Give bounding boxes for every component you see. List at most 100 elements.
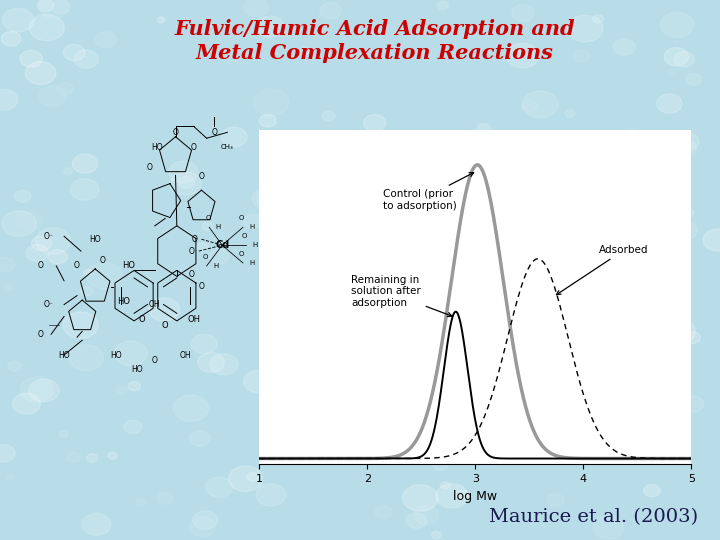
Circle shape [0, 444, 15, 462]
Circle shape [631, 350, 650, 365]
Circle shape [74, 50, 99, 68]
Circle shape [259, 194, 281, 210]
Circle shape [3, 9, 34, 32]
Circle shape [546, 433, 562, 445]
Circle shape [269, 192, 302, 216]
Circle shape [69, 345, 104, 370]
Circle shape [587, 341, 598, 349]
Text: Fulvic/Humic Acid Adsorption and
Metal Complexation Reactions: Fulvic/Humic Acid Adsorption and Metal C… [174, 19, 575, 63]
Circle shape [348, 280, 360, 289]
Circle shape [63, 44, 85, 61]
Circle shape [359, 164, 366, 170]
Text: O⁻: O⁻ [44, 232, 53, 241]
Circle shape [2, 211, 36, 237]
Circle shape [293, 400, 311, 413]
Circle shape [63, 168, 73, 174]
Circle shape [501, 421, 513, 429]
Circle shape [331, 311, 348, 324]
Text: O: O [202, 254, 208, 260]
Circle shape [197, 242, 208, 251]
Text: OH: OH [187, 315, 200, 324]
Circle shape [4, 284, 12, 290]
Circle shape [364, 249, 374, 256]
Circle shape [674, 52, 695, 67]
Text: O: O [38, 330, 44, 339]
Circle shape [602, 399, 622, 414]
Circle shape [210, 249, 229, 264]
Circle shape [124, 420, 142, 434]
Circle shape [289, 442, 300, 451]
Circle shape [243, 370, 274, 393]
Circle shape [274, 198, 300, 217]
Circle shape [12, 393, 40, 414]
Circle shape [565, 110, 575, 117]
Circle shape [14, 190, 31, 202]
Circle shape [429, 155, 437, 160]
Circle shape [52, 1, 70, 14]
Circle shape [149, 298, 179, 321]
Circle shape [640, 192, 657, 205]
Circle shape [667, 69, 676, 76]
Circle shape [665, 48, 688, 66]
Circle shape [480, 319, 515, 344]
Text: H: H [249, 260, 255, 266]
Text: O: O [191, 143, 197, 152]
Circle shape [82, 514, 111, 535]
Circle shape [382, 144, 408, 164]
Circle shape [562, 427, 595, 451]
Text: Adsorbed: Adsorbed [557, 245, 649, 295]
Circle shape [672, 139, 696, 158]
Circle shape [441, 482, 450, 489]
Circle shape [0, 257, 14, 272]
Circle shape [477, 440, 510, 465]
Circle shape [573, 50, 590, 62]
Text: O: O [147, 164, 153, 172]
Circle shape [477, 124, 491, 134]
Text: O: O [74, 261, 80, 271]
Circle shape [377, 406, 387, 413]
Circle shape [561, 179, 588, 199]
Circle shape [244, 0, 269, 17]
Circle shape [115, 385, 127, 394]
Circle shape [533, 226, 562, 248]
Circle shape [84, 269, 92, 276]
Circle shape [356, 408, 382, 427]
Text: CH₃: CH₃ [221, 144, 234, 150]
Text: HO: HO [152, 143, 163, 152]
Circle shape [640, 343, 662, 360]
Circle shape [686, 73, 702, 85]
Circle shape [376, 403, 391, 415]
Text: O: O [152, 356, 158, 366]
Circle shape [685, 332, 701, 343]
Circle shape [365, 154, 382, 167]
Circle shape [644, 399, 663, 413]
Circle shape [253, 89, 289, 116]
Circle shape [189, 517, 215, 537]
Circle shape [402, 485, 438, 511]
Circle shape [157, 17, 165, 23]
Circle shape [193, 511, 217, 529]
Text: OH: OH [180, 350, 192, 360]
Circle shape [410, 321, 446, 348]
Circle shape [495, 245, 510, 256]
Circle shape [168, 161, 198, 183]
Text: Remaining in
solution after
adsorption: Remaining in solution after adsorption [351, 275, 452, 316]
Circle shape [546, 494, 564, 507]
Circle shape [202, 222, 214, 231]
Circle shape [375, 505, 392, 518]
Text: O: O [38, 261, 44, 271]
Circle shape [594, 280, 613, 294]
Circle shape [607, 364, 619, 373]
Circle shape [71, 179, 99, 200]
Circle shape [593, 421, 606, 430]
Circle shape [8, 361, 21, 371]
Circle shape [521, 100, 537, 112]
Text: H: H [213, 263, 218, 269]
Circle shape [469, 449, 479, 455]
Circle shape [221, 127, 247, 147]
Circle shape [86, 454, 98, 462]
Circle shape [416, 50, 425, 57]
Circle shape [202, 218, 210, 224]
Circle shape [683, 396, 703, 412]
Circle shape [73, 154, 98, 173]
